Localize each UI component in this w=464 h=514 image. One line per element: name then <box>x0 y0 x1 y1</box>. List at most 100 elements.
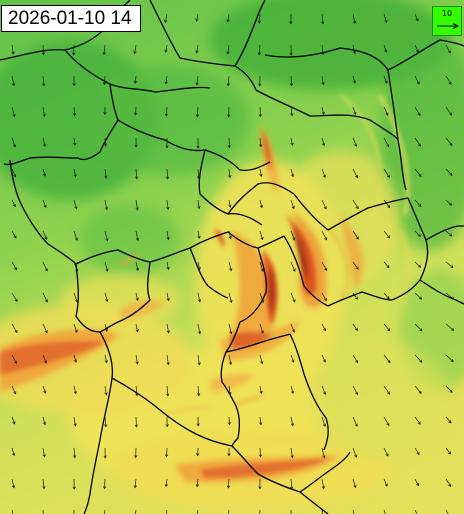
wind-vector-arrow <box>166 199 170 211</box>
wind-vector-arrow <box>321 199 327 210</box>
wind-vector-arrow <box>414 447 420 456</box>
wind-vector-arrow <box>73 292 79 303</box>
wind-vector-arrow <box>445 292 455 300</box>
wind-vector-arrow <box>197 509 199 514</box>
wind-vector-arrow <box>258 478 262 490</box>
wind-vector-arrow <box>414 199 422 207</box>
wind-vector-arrow <box>414 13 419 22</box>
wind-vector-arrow <box>133 75 137 84</box>
wind-vector-arrow <box>445 447 451 455</box>
wind-vector-arrow <box>104 168 108 179</box>
wind-vector-arrow <box>72 44 76 56</box>
wind-vector-arrow <box>73 354 78 363</box>
wind-vector-arrow <box>42 261 48 272</box>
wind-vector-arrow <box>73 447 77 459</box>
wind-vector-arrow <box>321 137 326 147</box>
wind-vector-arrow <box>135 323 139 333</box>
wind-vector-arrow <box>383 199 391 209</box>
wind-vector-arrow <box>11 137 17 148</box>
wind-vector-arrow <box>11 292 18 302</box>
wind-vector-arrow <box>133 106 138 116</box>
wind-vector-arrow <box>383 478 388 487</box>
wind-vector-arrow <box>135 168 139 180</box>
wind-vector-arrow <box>164 13 168 24</box>
wind-vector-arrow <box>352 168 358 179</box>
wind-vector-arrow <box>321 106 325 115</box>
wind-vector-arrow <box>352 292 358 300</box>
wind-vector-arrow <box>321 509 323 514</box>
wind-vector-arrow <box>103 447 107 459</box>
wind-vector-arrow <box>73 230 79 241</box>
wind-vector-arrow <box>445 416 452 424</box>
wind-vector-arrow <box>11 168 17 178</box>
wind-vector-arrow <box>414 106 421 116</box>
wind-vector-arrow <box>414 230 421 237</box>
wind-vector-arrow <box>227 137 231 149</box>
wind-vector-arrow <box>42 292 48 303</box>
wind-vector-arrow <box>42 354 48 364</box>
wind-vector-arrow <box>352 323 358 331</box>
wind-vector-arrow <box>321 385 327 395</box>
wind-vector-arrow <box>290 199 295 210</box>
wind-vector-arrow <box>42 75 46 87</box>
wind-vector-arrow <box>321 230 328 241</box>
wind-vector-arrow <box>165 416 169 428</box>
wind-vector-arrow <box>290 106 294 117</box>
wind-vector-arrow <box>227 106 231 118</box>
wind-vector-arrow <box>290 137 294 146</box>
wind-vector-arrow <box>73 509 75 514</box>
wind-vector-arrow <box>42 137 47 148</box>
wind-vector-arrow <box>383 13 388 23</box>
wind-vector-arrow <box>134 137 138 148</box>
wind-vector-arrow <box>257 13 261 24</box>
wind-vector-arrow <box>133 478 137 489</box>
wind-vector-arrow <box>290 261 296 272</box>
wind-vector-arrow <box>321 478 326 490</box>
wind-vector-arrow <box>197 199 201 210</box>
wind-vector-arrow <box>352 137 358 147</box>
wind-vector-arrow <box>259 509 261 514</box>
wind-vector-arrow <box>445 199 452 206</box>
wind-vector-arrow <box>259 199 263 209</box>
wind-vector-arrow <box>102 478 107 490</box>
wind-vector-arrow <box>321 447 326 459</box>
wind-vector-arrow <box>166 354 170 366</box>
wind-vector-arrow <box>259 230 264 241</box>
wind-vector-arrow <box>197 354 201 366</box>
wind-vector-arrow <box>383 354 391 364</box>
wind-vector-arrow <box>226 13 230 23</box>
wind-vector-arrow <box>414 137 422 147</box>
wind-vector-arrow <box>445 75 452 85</box>
wind-vector-arrow <box>197 230 201 239</box>
wind-vector-arrow <box>164 447 169 458</box>
wind-vector-arrow <box>11 416 16 425</box>
gust-streaks <box>119 93 410 417</box>
wind-vector-arrow <box>383 106 389 116</box>
wind-vector-arrow <box>42 230 48 240</box>
wind-vector-arrow <box>259 168 263 177</box>
wind-vector-arrow <box>228 323 233 335</box>
wind-vector-arrow <box>11 106 16 118</box>
wind-vector-arrow <box>228 261 233 272</box>
wind-vector-arrow <box>383 416 390 426</box>
wind-vector-arrow <box>383 44 388 53</box>
wind-vector-arrow <box>11 509 14 514</box>
wind-vector-arrow <box>290 292 296 303</box>
wind-vector-arrow <box>414 323 423 332</box>
wind-vector-arrow <box>42 199 47 209</box>
very-high-wind-zones <box>0 130 330 478</box>
wind-vector-arrow <box>414 416 421 425</box>
wind-vector-arrow <box>321 13 325 25</box>
wind-vector-arrow <box>197 323 202 335</box>
wind-vector-arrow <box>352 385 359 396</box>
wind-vector-arrow <box>196 138 200 149</box>
wind-vector-arrow <box>104 509 106 514</box>
wind-vector-arrow <box>352 199 359 210</box>
wind-vector-arrow <box>321 44 325 56</box>
wind-vector-arrow <box>228 230 232 240</box>
wind-vector-arrow <box>352 75 357 84</box>
wind-vector-arrow <box>11 199 16 208</box>
wind-vector-arrow <box>290 509 292 514</box>
wind-vector-arrow <box>166 292 170 302</box>
wind-vector-arrow <box>133 44 137 55</box>
